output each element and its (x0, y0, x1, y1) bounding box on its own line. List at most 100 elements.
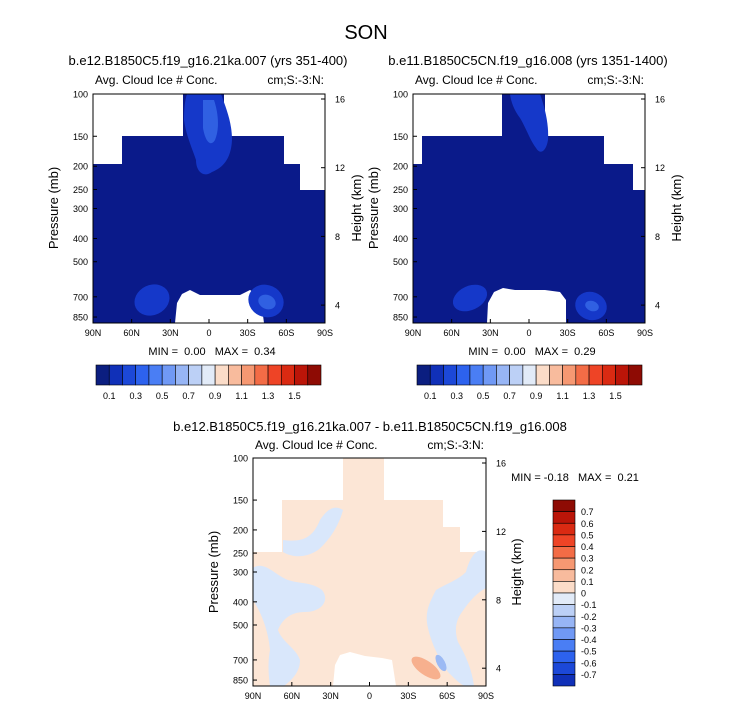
colorbar-box (552, 522, 576, 536)
y-tick-label: 300 (393, 204, 408, 214)
y2-tick-label: 12 (496, 527, 506, 537)
panel-1-y-axis: 100 150 200 250 300 400 500 700 850 (73, 90, 97, 323)
colorbar-label: 0 (581, 589, 586, 599)
y-tick-label: 200 (233, 525, 248, 535)
y-tick-label: 100 (393, 90, 408, 100)
x-tick-label: 60N (443, 328, 460, 338)
panel-3-y2label: Height (km) (509, 538, 524, 605)
colorbar-box (469, 364, 484, 386)
colorbar-box (535, 364, 550, 386)
colorbar-box (552, 499, 576, 512)
y-tick-label: 700 (73, 292, 88, 302)
colorbar-label: -0.3 (581, 623, 597, 633)
y-tick-label: 200 (73, 162, 88, 172)
colorbar-label: 0.1 (581, 577, 594, 587)
x-tick-label: 60N (123, 328, 140, 338)
panel-1-x-axis: 90N 60N 30N 0 30S 60S 90S (85, 319, 333, 338)
colorbar-label: 1.3 (583, 391, 596, 401)
y2-tick-label: 16 (335, 95, 345, 105)
x-tick-label: 30N (482, 328, 499, 338)
colorbar-box (148, 364, 163, 386)
panel-3-sh-negative-core (435, 654, 447, 672)
colorbar-box (175, 364, 189, 386)
x-tick-label: 90S (317, 328, 333, 338)
colorbar-box (552, 534, 576, 547)
colorbar-label: 0.1 (424, 391, 437, 401)
colorbar-box (552, 546, 576, 559)
panel-1-nh-lower-maximum (134, 284, 170, 316)
colorbar-label: 0.2 (581, 565, 594, 575)
colorbar-box (552, 639, 576, 652)
colorbar-label: 0.3 (450, 391, 463, 401)
colorbar-box (254, 364, 269, 386)
panel-3-plot (252, 457, 487, 687)
y2-tick-label: 4 (655, 301, 660, 311)
colorbar-box (552, 604, 576, 617)
x-tick-label: 90N (245, 691, 262, 701)
y-tick-label: 250 (393, 185, 408, 195)
colorbar-label: -0.5 (581, 647, 597, 657)
y2-tick-label: 8 (655, 232, 660, 242)
panel-1-left-label: Avg. Cloud Ice # Conc. (95, 73, 218, 87)
colorbar-box (552, 615, 576, 629)
x-tick-label: 60S (278, 328, 294, 338)
x-tick-label: 60N (284, 691, 301, 701)
colorbar-box (214, 364, 229, 386)
colorbar-label: 1.5 (609, 391, 622, 401)
colorbar-box (552, 592, 576, 605)
y-tick-label: 400 (233, 597, 248, 607)
colorbar-label: 1.1 (556, 391, 569, 401)
y2-tick-label: 12 (655, 163, 665, 173)
x-tick-label: 30N (162, 328, 179, 338)
colorbar-box (549, 364, 563, 386)
colorbar-label: 0.7 (581, 507, 594, 517)
panel-2-y2-axis: 16 12 8 4 (641, 95, 665, 311)
colorbar-box (552, 662, 576, 675)
y-tick-label: 150 (73, 132, 88, 142)
colorbar-label: -0.7 (581, 670, 597, 680)
y-tick-label: 700 (393, 292, 408, 302)
x-tick-label: 0 (367, 691, 372, 701)
colorbar-label: 0.5 (156, 391, 169, 401)
y-tick-label: 850 (73, 313, 88, 323)
colorbar-box (267, 364, 282, 386)
panel-3-positive-region (253, 458, 486, 686)
colorbar-box (161, 364, 176, 386)
panel-3-colorbar: 0.7 0.60.5 0.4 0.30.2 0.1 0-0.1 -0.2-0.3 -0.4 -0… (552, 499, 597, 687)
colorbar-label: 0.7 (503, 391, 516, 401)
panel-3-nh-negative-band (253, 565, 326, 686)
panel-2-subtropical-gap (487, 288, 566, 323)
y-tick-label: 500 (73, 257, 88, 267)
colorbar-box (601, 364, 616, 386)
y-tick-label: 400 (393, 234, 408, 244)
colorbar-box (95, 364, 110, 386)
panel-2-ylabel: Pressure (mb) (366, 167, 381, 249)
colorbar-box (552, 557, 576, 571)
panel-1-deep-blue-region (93, 94, 325, 323)
panel-1-title: b.e12.B1850C5.f19_g16.21ka.007 (yrs 351-… (69, 53, 348, 68)
panel-2-min-max: MIN = 0.00 MAX = 0.29 (468, 346, 595, 358)
panel-1: b.e12.B1850C5.f19_g16.21ka.007 (yrs 351-… (46, 53, 364, 358)
x-tick-label: 90S (637, 328, 653, 338)
panel-2-deep-blue-region (413, 94, 645, 323)
y-tick-label: 100 (233, 454, 248, 464)
colorbar-label: 0.3 (581, 554, 594, 564)
y-tick-label: 250 (73, 185, 88, 195)
panel-2-y2label: Height (km) (669, 174, 684, 241)
panel-3-ylabel: Pressure (mb) (206, 531, 221, 613)
y-tick-label: 500 (233, 621, 248, 631)
colorbar-box (615, 364, 630, 386)
x-tick-label: 30S (400, 691, 416, 701)
y-tick-label: 100 (73, 90, 88, 100)
panel-3-sh-negative-band (426, 550, 486, 686)
y-tick-label: 300 (233, 568, 248, 578)
colorbar-box (522, 364, 537, 386)
colorbar-box (509, 364, 524, 386)
panel-2-colorbar: 0.1 0.3 0.5 0.7 0.9 1.1 1.3 1.5 (416, 364, 643, 401)
colorbar-box (552, 650, 576, 664)
colorbar-label: 1.1 (235, 391, 248, 401)
y-tick-label: 300 (73, 204, 88, 214)
colorbar-box (201, 364, 216, 386)
panel-3-sh-positive-core (411, 656, 441, 680)
